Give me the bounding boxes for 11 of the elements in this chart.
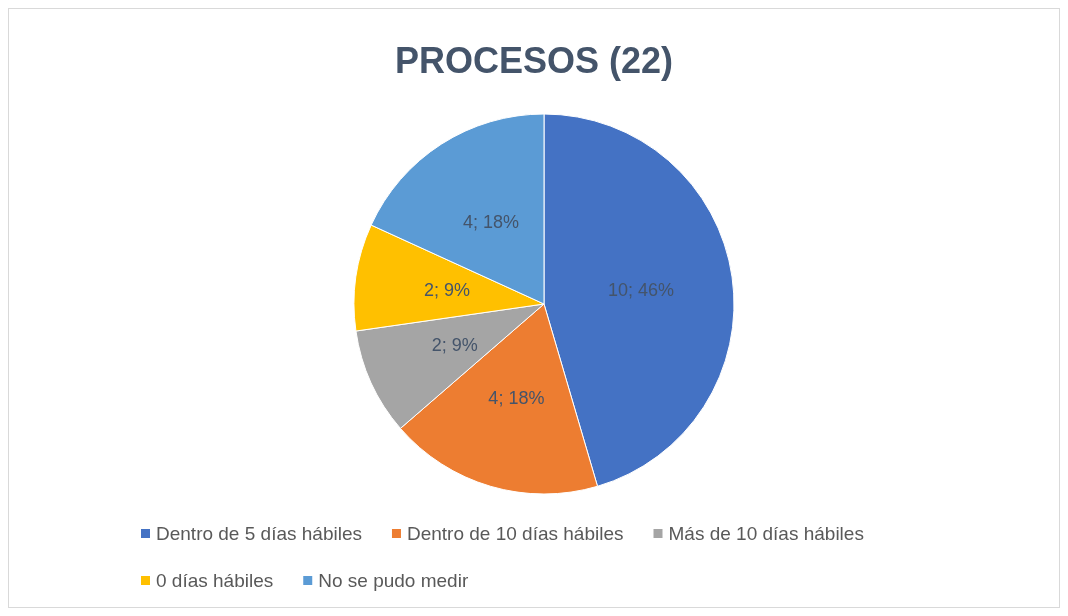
data-label: 2; 9% — [423, 280, 471, 301]
legend-label: No se pudo medir — [318, 570, 469, 591]
data-label: 4; 18% — [462, 211, 520, 232]
legend-label: 0 días hábiles — [156, 570, 274, 591]
chart-title: PROCESOS (22) — [394, 39, 674, 81]
legend-label: Dentro de 5 días hábiles — [156, 523, 362, 544]
legend-label: Dentro de 10 días hábiles — [406, 523, 624, 544]
legend-label: Más de 10 días hábiles — [668, 523, 864, 544]
data-label: 10; 46% — [607, 280, 675, 301]
data-label: 4; 18% — [488, 388, 545, 409]
data-label: 2; 9% — [431, 334, 478, 355]
